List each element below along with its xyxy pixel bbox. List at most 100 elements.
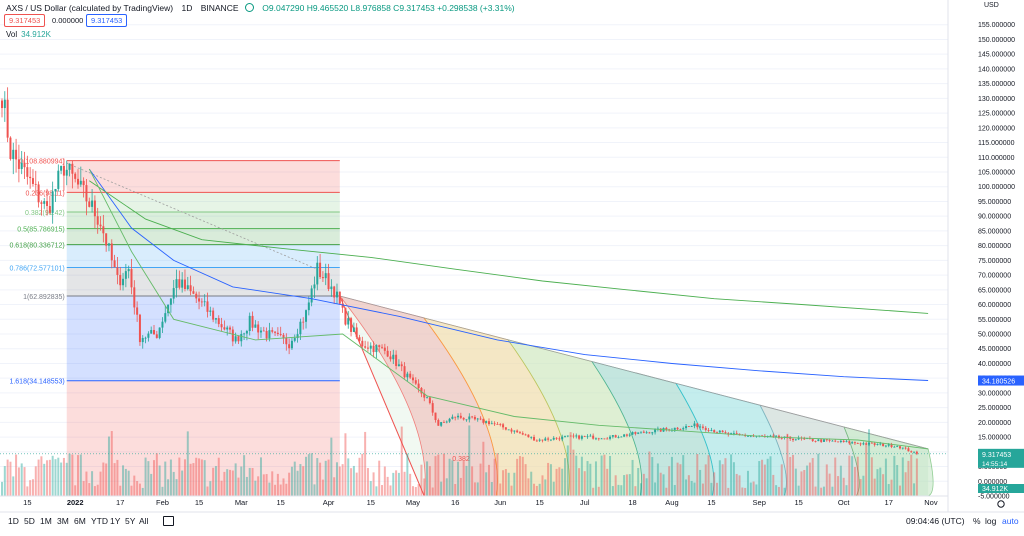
percent-toggle[interactable]: % <box>973 516 981 526</box>
candle-body <box>26 167 29 177</box>
volume-bar <box>20 463 23 496</box>
fib-fan-area <box>339 296 929 496</box>
volume-bar <box>451 460 454 496</box>
candle-body <box>482 418 485 423</box>
timeframe-all[interactable]: All <box>139 516 149 526</box>
fib-band <box>66 212 340 229</box>
time-tick-label: 16 <box>451 498 459 507</box>
volume-bar <box>887 484 890 496</box>
candle-body <box>848 441 851 444</box>
volume-bar <box>82 481 85 496</box>
volume-bar <box>755 484 758 496</box>
volume-bar <box>389 485 392 496</box>
volume-bar <box>417 484 420 496</box>
volume-bar <box>856 456 859 496</box>
volume-bar <box>313 484 316 496</box>
volume-bar <box>659 472 662 496</box>
volume-bar <box>414 487 417 496</box>
candle-body <box>181 279 184 288</box>
candle-body <box>549 439 552 441</box>
candle-body <box>3 99 6 109</box>
volume-bar <box>651 456 654 496</box>
date-range-icon[interactable] <box>163 516 174 526</box>
price-tick-label: 115.000000 <box>978 140 1015 147</box>
candle-body <box>313 284 316 289</box>
candle-body <box>901 447 904 449</box>
auto-toggle[interactable]: auto <box>1002 516 1019 526</box>
candle-body <box>530 436 533 438</box>
timeframe-ytd[interactable]: YTD <box>91 516 108 526</box>
volume-bar <box>268 482 271 496</box>
volume-marker <box>978 484 1024 493</box>
candle-body <box>386 350 389 357</box>
volume-bar <box>673 484 676 496</box>
timeframe-1m[interactable]: 1M <box>40 516 52 526</box>
candle-body <box>659 428 662 432</box>
candle-body <box>17 159 20 169</box>
candle-body <box>828 440 831 441</box>
candle-body <box>693 423 696 427</box>
volume-bar <box>811 458 814 496</box>
candle-body <box>879 443 882 445</box>
candle-body <box>54 188 57 192</box>
price-tick-label: 40.000000 <box>978 361 1011 368</box>
volume-bar <box>597 486 600 496</box>
candle-body <box>634 432 637 434</box>
time-tick-label: 15 <box>23 498 31 507</box>
timeframe-5y[interactable]: 5Y <box>125 516 136 526</box>
utc-clock[interactable]: 09:04:46 (UTC) <box>906 516 965 526</box>
candle-body <box>735 432 738 434</box>
candle-body <box>496 424 499 425</box>
timeframe-6m[interactable]: 6M <box>74 516 86 526</box>
candle-body <box>338 291 341 304</box>
candle-body <box>355 327 358 338</box>
candle-body <box>600 438 603 440</box>
volume-bar <box>890 479 893 496</box>
candle-body <box>555 437 558 439</box>
trend-line <box>66 162 318 270</box>
volume-bar <box>730 454 733 496</box>
candle-body <box>682 428 685 430</box>
candle-body <box>319 262 322 278</box>
candle-body <box>71 163 74 174</box>
candle-body <box>561 436 564 440</box>
volume-bar <box>147 461 150 496</box>
volume-bar <box>31 479 34 496</box>
fib-band <box>66 228 340 245</box>
volume-bar <box>707 455 710 496</box>
candle-body <box>834 440 837 442</box>
settings-gear-icon[interactable] <box>997 500 1005 508</box>
candle-body <box>150 330 153 334</box>
fib-fan-edge <box>339 295 929 450</box>
symbol-title[interactable]: AXS / US Dollar (calculated by TradingVi… <box>6 3 174 13</box>
volume-bar <box>133 475 136 496</box>
candle-body <box>91 200 94 207</box>
candle-body <box>794 439 797 441</box>
candle-body <box>231 329 234 342</box>
time-tick-label: 18 <box>628 498 636 507</box>
sell-price-badge[interactable]: 9.317453 <box>4 14 46 27</box>
candle-body <box>837 441 840 443</box>
buy-price-badge[interactable]: 9.317453 <box>86 14 128 27</box>
volume-bar <box>237 477 240 496</box>
timeframe-1d[interactable]: 1D <box>8 516 19 526</box>
volume-bar <box>85 471 88 496</box>
volume-bar <box>26 486 29 496</box>
timeframe-5d[interactable]: 5D <box>24 516 35 526</box>
volume-bar <box>437 454 440 496</box>
timeframe-1y[interactable]: 1Y <box>110 516 121 526</box>
time-tick-label: Nov <box>924 498 938 507</box>
timeframe-3m[interactable]: 3M <box>57 516 69 526</box>
candle-body <box>9 137 12 160</box>
candle-body <box>640 431 643 433</box>
candle-body <box>372 345 375 353</box>
volume-bar <box>62 457 65 496</box>
candle-body <box>229 327 232 330</box>
volume-bar <box>54 459 57 496</box>
log-toggle[interactable]: log <box>985 516 997 526</box>
volume-bar <box>907 460 910 496</box>
candle-body <box>40 202 43 204</box>
volume-bar <box>859 479 862 496</box>
